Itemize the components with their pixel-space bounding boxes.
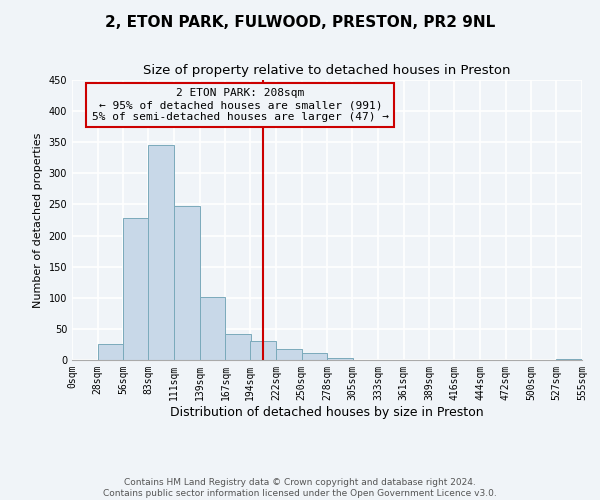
Bar xyxy=(328,358,353,360)
Text: 2, ETON PARK, FULWOOD, PRESTON, PR2 9NL: 2, ETON PARK, FULWOOD, PRESTON, PR2 9NL xyxy=(105,15,495,30)
Bar xyxy=(174,206,200,360)
X-axis label: Distribution of detached houses by size in Preston: Distribution of detached houses by size … xyxy=(170,406,484,418)
Bar xyxy=(276,350,302,360)
Bar xyxy=(250,342,276,360)
Bar xyxy=(302,353,328,360)
Bar xyxy=(148,146,174,360)
Bar xyxy=(226,334,251,360)
Bar xyxy=(124,218,149,360)
Bar xyxy=(98,344,124,360)
Text: Contains HM Land Registry data © Crown copyright and database right 2024.
Contai: Contains HM Land Registry data © Crown c… xyxy=(103,478,497,498)
Text: 2 ETON PARK: 208sqm
← 95% of detached houses are smaller (991)
5% of semi-detach: 2 ETON PARK: 208sqm ← 95% of detached ho… xyxy=(92,88,389,122)
Y-axis label: Number of detached properties: Number of detached properties xyxy=(33,132,43,308)
Bar xyxy=(200,297,226,360)
Title: Size of property relative to detached houses in Preston: Size of property relative to detached ho… xyxy=(143,64,511,78)
